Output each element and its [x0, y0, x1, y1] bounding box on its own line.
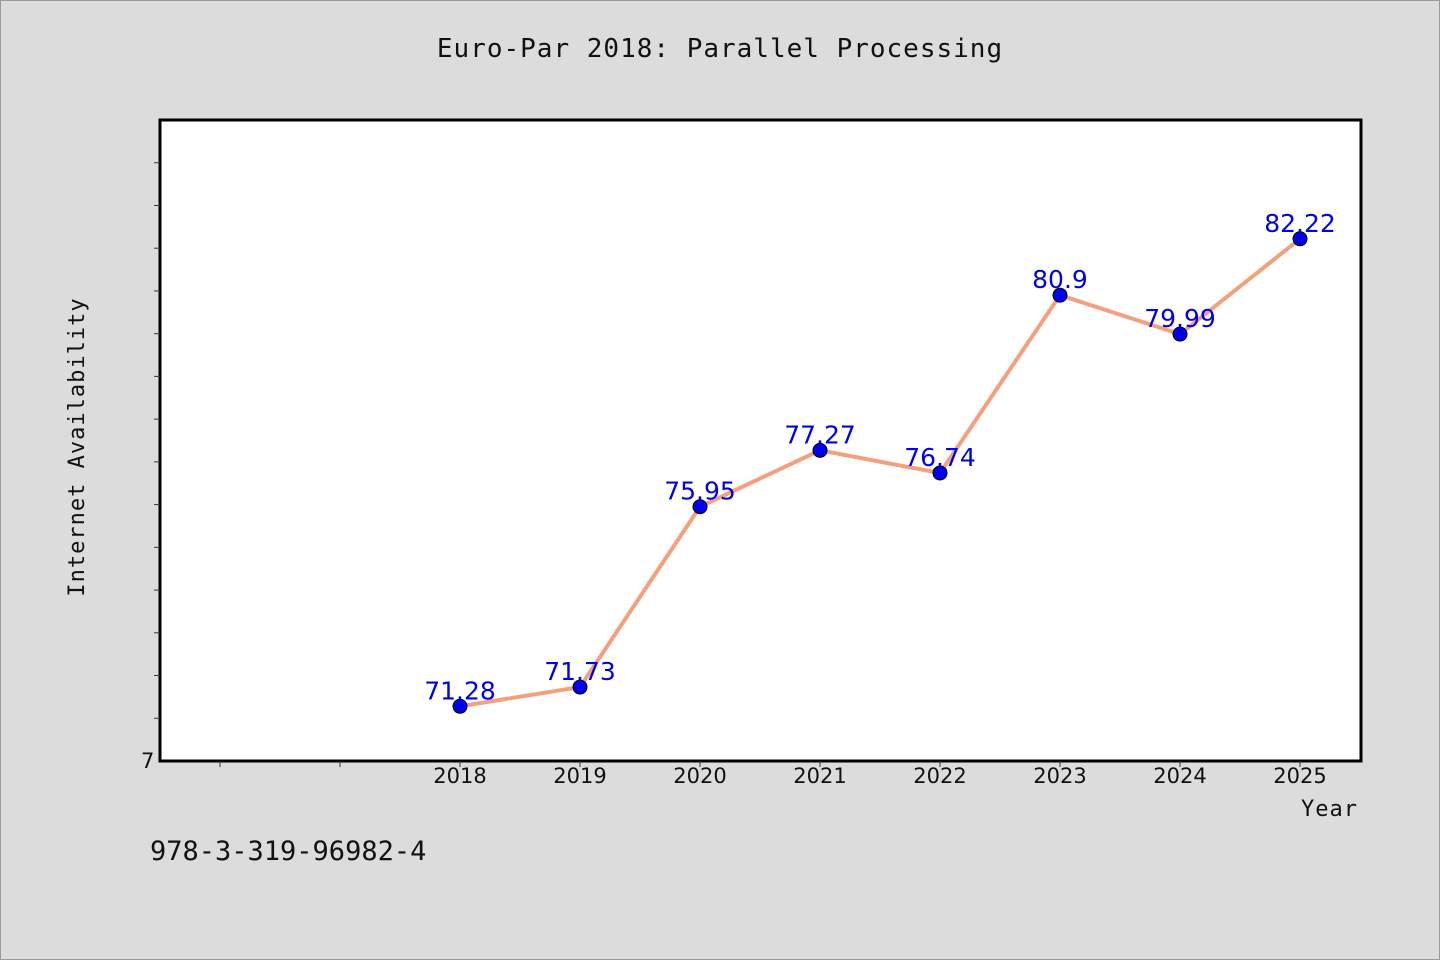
x-axis-ticks: 2018 2019 2020 2021 2022 2023 2024 2025 — [219, 761, 1327, 788]
x-tick-label: 2023 — [1033, 764, 1086, 788]
data-point — [1172, 326, 1188, 342]
footer-text: 978-3-319-96982-4 — [150, 836, 427, 867]
data-point — [1292, 231, 1308, 247]
data-point — [932, 465, 948, 481]
data-label: 77.27 — [784, 420, 856, 449]
x-tick-label: 2019 — [553, 764, 606, 788]
chart-title: Euro-Par 2018: Parallel Processing — [436, 34, 1004, 64]
x-tick-label: 2020 — [673, 764, 726, 788]
data-point — [1052, 287, 1068, 303]
data-label: 71.28 — [424, 676, 496, 705]
x-tick-label: 2022 — [913, 764, 966, 788]
data-label: 80.9 — [1032, 265, 1088, 294]
y-axis-title: Internet Availability — [65, 297, 90, 596]
x-axis-title: Year — [1301, 797, 1358, 822]
x-tick-label: 2018 — [433, 764, 486, 788]
data-point — [452, 698, 468, 714]
data-label: 82.22 — [1264, 209, 1336, 238]
data-point — [572, 679, 588, 695]
y-axis-ticks — [154, 162, 160, 719]
data-label-layer: 71.28 71.73 75.95 77.27 76.74 80.9 79.99 82.22 — [424, 209, 1336, 706]
x-tick-label: 2021 — [793, 764, 846, 788]
data-label: 79.99 — [1144, 304, 1216, 333]
data-label: 71.73 — [544, 657, 616, 686]
data-point — [812, 442, 828, 458]
data-label: 75.95 — [664, 477, 736, 506]
series-line — [459, 237, 1302, 709]
x-tick-label: 2025 — [1273, 764, 1326, 788]
series-layer — [452, 231, 1308, 714]
data-point — [692, 499, 708, 515]
data-label: 76.74 — [904, 443, 976, 472]
plot-area — [158, 118, 1363, 763]
y-tick-label: 7 — [141, 749, 154, 773]
x-tick-label: 2024 — [1153, 764, 1206, 788]
